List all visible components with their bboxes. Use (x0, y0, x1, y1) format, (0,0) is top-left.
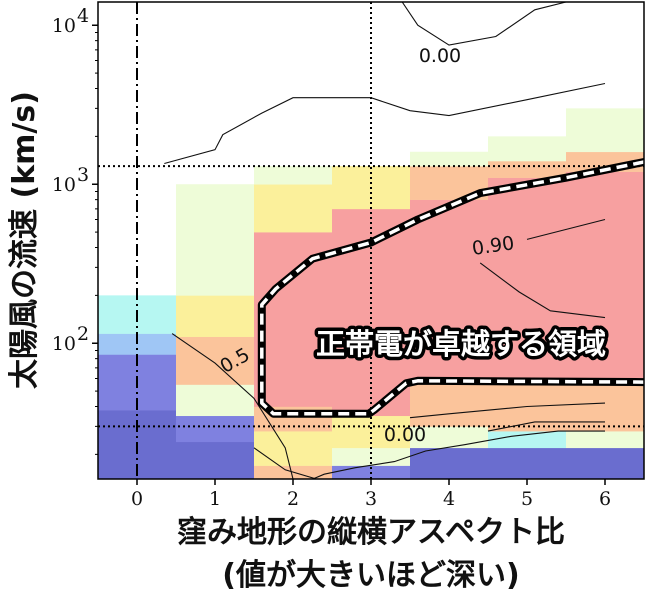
contour-line (487, 421, 605, 432)
x-axis-label-line2: (値が大きいほど深い) (222, 558, 519, 593)
contour-line (409, 402, 606, 419)
x-tick-label: 6 (599, 488, 611, 510)
contour-lines (164, 2, 606, 479)
heatmap-cell (98, 333, 177, 355)
y-tick-label: 10 (52, 174, 76, 196)
heatmap-cell (566, 171, 644, 379)
y-tick-exponent: 3 (77, 164, 89, 186)
heatmap-cell (176, 384, 255, 417)
x-tick-label: 3 (365, 488, 377, 510)
contour-line (401, 2, 567, 46)
heatmap-cell (176, 184, 255, 296)
reference-lines (98, 2, 644, 479)
heatmap-cell (176, 441, 255, 479)
contour-line (311, 430, 605, 479)
contour-line (171, 333, 294, 479)
heatmap-cell (566, 108, 644, 128)
contour-line (253, 447, 317, 479)
heatmap-cell (488, 136, 567, 162)
contour-label: 0.00 (419, 45, 461, 67)
contour-line (479, 262, 606, 319)
heatmap-cells (98, 108, 644, 479)
region-outline-white (260, 160, 644, 416)
y-tick-exponent: 4 (77, 5, 89, 27)
y-tick-label: 10 (52, 15, 76, 37)
x-tick-label: 0 (131, 488, 143, 510)
y-tick-exponent: 2 (77, 323, 89, 345)
heatmap-cell (488, 431, 567, 449)
heatmap-cell (566, 126, 644, 153)
heatmap-cell (176, 295, 255, 337)
x-tick-label: 5 (521, 488, 533, 510)
heatmap-cell (566, 378, 644, 432)
heatmap-cell (410, 378, 489, 427)
heatmap-cell (566, 447, 644, 479)
heatmap-cell (410, 151, 489, 167)
heatmap-cell (410, 199, 489, 379)
heatmap-cell (566, 431, 644, 449)
heatmap-cell (254, 232, 333, 407)
heatmap-cell (176, 415, 255, 443)
x-ticks: 0 1 2 3 4 5 6 (131, 479, 611, 510)
heatmap-cell (488, 447, 567, 479)
heatmap-cell (254, 431, 333, 466)
contour-label: 0.00 (384, 424, 426, 446)
heatmap-cell (410, 447, 489, 479)
positive-charge-region (257, 158, 644, 418)
region-label: 正帯電が卓越する領域 (316, 327, 606, 361)
x-tick-label: 2 (287, 488, 299, 510)
heatmap-cell (332, 447, 411, 466)
contour-line (526, 218, 606, 240)
y-axis-label: 太陽風の流速 (km/s) (7, 91, 42, 389)
contour-line (164, 82, 606, 165)
y-tick-label: 10 (52, 333, 76, 355)
x-tick-label: 1 (209, 488, 221, 510)
x-tick-label: 4 (443, 488, 455, 510)
heatmap-cell (488, 161, 567, 178)
heatmap-cell (254, 166, 333, 185)
heatmap-cell (254, 184, 333, 233)
heatmap-cell (410, 426, 489, 449)
x-axis-label-line1: 窪み地形の縦横アスペクト比 (177, 515, 565, 550)
